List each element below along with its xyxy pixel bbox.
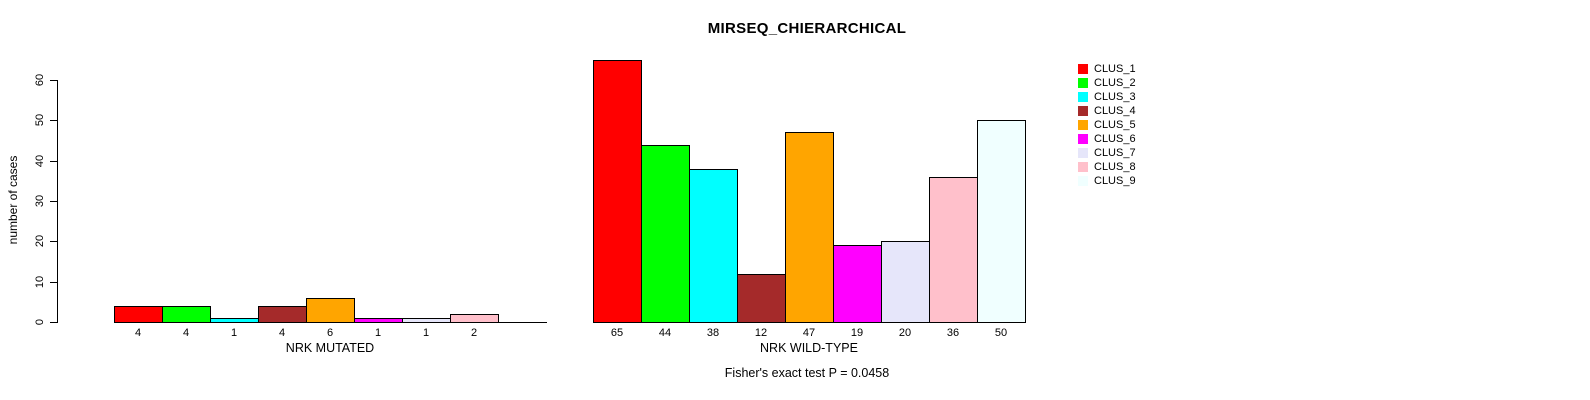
y-axis-tick-label: 40 xyxy=(34,154,46,168)
bar-clus_8 xyxy=(929,177,978,323)
chart-title: MIRSEQ_CHIERARCHICAL xyxy=(707,20,907,37)
bar-value-label: 1 xyxy=(374,327,382,339)
bar-clus_1 xyxy=(114,306,163,323)
bar-clus_4 xyxy=(258,306,307,323)
y-axis-tick-label: 60 xyxy=(34,73,46,87)
bar-clus_6 xyxy=(833,245,882,323)
bar-value-label: 4 xyxy=(182,327,190,339)
y-axis-tick xyxy=(50,241,57,242)
bar-clus_7 xyxy=(402,318,451,323)
y-axis-tick-label: 30 xyxy=(34,194,46,208)
legend-swatch-clus_1 xyxy=(1078,64,1088,74)
bar-clus_3 xyxy=(210,318,259,323)
bar-clus_4 xyxy=(737,274,786,323)
legend-swatch-clus_8 xyxy=(1078,162,1088,172)
legend-label-clus_1: CLUS_1 xyxy=(1094,63,1136,75)
bar-clus_2 xyxy=(641,145,690,323)
legend-swatch-clus_6 xyxy=(1078,134,1088,144)
legend-label-clus_2: CLUS_2 xyxy=(1094,77,1136,89)
bar-value-label: 44 xyxy=(658,327,672,339)
y-axis-tick xyxy=(50,161,57,162)
legend-swatch-clus_5 xyxy=(1078,120,1088,130)
bar-value-label: 19 xyxy=(850,327,864,339)
y-axis-line xyxy=(57,80,58,323)
bar-clus_5 xyxy=(306,298,355,323)
legend-label-clus_8: CLUS_8 xyxy=(1094,161,1136,173)
bar-value-label: 36 xyxy=(946,327,960,339)
y-axis-tick-label: 10 xyxy=(34,275,46,289)
bar-clus_9 xyxy=(977,120,1026,323)
bar-value-label: 4 xyxy=(278,327,286,339)
bar-clus_3 xyxy=(689,169,738,323)
y-axis-tick-label: 50 xyxy=(34,113,46,127)
bar-value-label: 47 xyxy=(802,327,816,339)
fisher-annotation: Fisher's exact test P = 0.0458 xyxy=(724,366,890,380)
bar-value-label: 20 xyxy=(898,327,912,339)
y-axis-tick-label: 0 xyxy=(34,318,46,326)
y-axis-tick xyxy=(50,80,57,81)
legend-label-clus_3: CLUS_3 xyxy=(1094,91,1136,103)
bar-value-label: 1 xyxy=(422,327,430,339)
bar-value-label: 38 xyxy=(706,327,720,339)
bar-value-label: 65 xyxy=(610,327,624,339)
legend-swatch-clus_4 xyxy=(1078,106,1088,116)
y-axis-tick xyxy=(50,201,57,202)
legend-label-clus_6: CLUS_6 xyxy=(1094,133,1136,145)
legend-label-clus_4: CLUS_4 xyxy=(1094,105,1136,117)
legend-label-clus_5: CLUS_5 xyxy=(1094,119,1136,131)
group-x-label: NRK MUTATED xyxy=(285,341,375,355)
y-axis-tick-label: 20 xyxy=(34,234,46,248)
bar-value-label: 12 xyxy=(754,327,768,339)
bar-value-label: 6 xyxy=(326,327,334,339)
y-axis-label: number of cases xyxy=(6,155,20,245)
legend-swatch-clus_2 xyxy=(1078,78,1088,88)
bar-value-label: 4 xyxy=(134,327,142,339)
y-axis-tick xyxy=(50,120,57,121)
y-axis-tick xyxy=(50,322,57,323)
bar-clus_1 xyxy=(593,60,642,323)
group-x-label: NRK WILD-TYPE xyxy=(760,341,858,355)
legend-label-clus_9: CLUS_9 xyxy=(1094,175,1136,187)
bar-clus_5 xyxy=(785,132,834,323)
legend-swatch-clus_3 xyxy=(1078,92,1088,102)
legend-swatch-clus_9 xyxy=(1078,176,1088,186)
bar-clus_2 xyxy=(162,306,211,323)
bar-clus_7 xyxy=(881,241,930,323)
y-axis-tick xyxy=(50,282,57,283)
legend-label-clus_7: CLUS_7 xyxy=(1094,147,1136,159)
bar-value-label: 2 xyxy=(470,327,478,339)
bar-clus_6 xyxy=(354,318,403,323)
legend-swatch-clus_7 xyxy=(1078,148,1088,158)
bar-clus_8 xyxy=(450,314,499,323)
bar-value-label: 1 xyxy=(230,327,238,339)
bar-value-label: 50 xyxy=(994,327,1008,339)
